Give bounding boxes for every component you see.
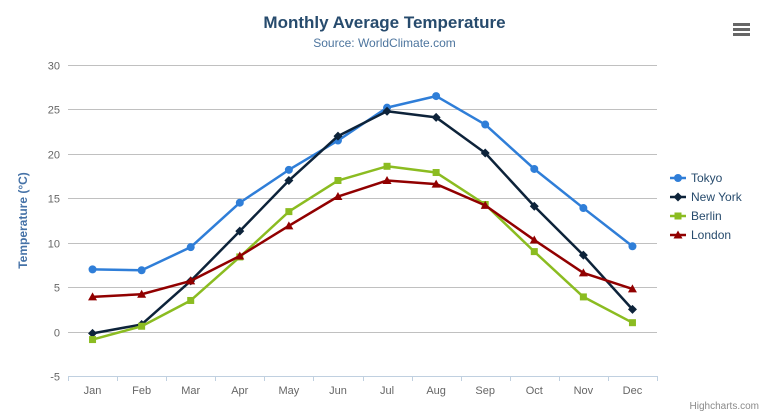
x-axis-label: May [278, 385, 299, 397]
series-marker [674, 212, 682, 219]
hamburger-icon [733, 28, 750, 31]
series-marker[interactable] [333, 192, 343, 201]
x-axis-label: Feb [132, 385, 151, 397]
hamburger-icon [733, 23, 750, 26]
series-marker[interactable] [529, 235, 539, 244]
y-axis-label: -5 [50, 372, 60, 384]
x-axis-label: Mar [181, 385, 200, 397]
legend-item-tokyo[interactable]: Tokyo [670, 168, 742, 187]
y-axis-label: 15 [48, 194, 60, 206]
series-marker[interactable] [138, 322, 146, 330]
legend-marker-triangle-icon [670, 230, 686, 238]
legend-item-london[interactable]: London [670, 225, 742, 244]
series-marker[interactable] [284, 176, 294, 186]
x-axis-label: Nov [574, 385, 594, 397]
series-line-london[interactable] [91, 179, 634, 299]
series-marker[interactable] [627, 304, 637, 314]
series-marker[interactable] [383, 162, 391, 170]
series-marker[interactable] [431, 179, 441, 188]
series-marker[interactable] [628, 319, 636, 327]
series-marker[interactable] [88, 292, 98, 301]
legend-label: Tokyo [691, 170, 723, 185]
legend-label: Berlin [691, 208, 722, 223]
series-london[interactable] [88, 176, 637, 301]
series-berlin[interactable] [89, 162, 636, 344]
series-marker[interactable] [284, 165, 293, 174]
series-line-tokyo[interactable] [91, 94, 634, 272]
series-marker[interactable] [137, 266, 146, 275]
y-axis-label: 25 [48, 105, 60, 117]
series-marker [674, 173, 682, 182]
series-marker[interactable] [529, 201, 539, 211]
series-marker[interactable] [481, 120, 490, 129]
series-marker[interactable] [285, 208, 293, 216]
y-axis-label: 10 [48, 239, 60, 251]
series-marker[interactable] [235, 198, 244, 207]
series-marker[interactable] [88, 328, 98, 338]
series-marker[interactable] [480, 200, 490, 209]
credits-link[interactable]: Highcharts.com [689, 401, 759, 412]
series-marker[interactable] [382, 106, 392, 116]
series-marker[interactable] [530, 164, 539, 173]
series-marker[interactable] [186, 243, 195, 252]
series-line-new-york[interactable] [91, 109, 634, 335]
legend-label: New York [691, 189, 742, 204]
series-marker[interactable] [578, 268, 588, 277]
x-axis-label: Jan [84, 385, 102, 397]
series-marker[interactable] [579, 293, 587, 301]
legend-marker-circle-icon [670, 173, 686, 182]
x-axis-label: Sep [475, 385, 495, 397]
series-marker[interactable] [627, 284, 637, 293]
chart-subtitle: Source: WorldClimate.com [313, 36, 456, 50]
x-axis-label: Dec [623, 385, 643, 397]
series-marker[interactable] [432, 169, 440, 177]
series-marker [673, 192, 683, 201]
legend-label: London [691, 227, 732, 242]
series-marker[interactable] [137, 289, 147, 298]
export-menu-button[interactable] [733, 23, 750, 36]
series-marker[interactable] [333, 131, 343, 141]
series-line-berlin[interactable] [91, 165, 634, 341]
series-marker[interactable] [431, 112, 441, 122]
series-marker[interactable] [89, 336, 97, 344]
legend-marker-square-icon [670, 212, 686, 219]
series-marker[interactable] [579, 204, 588, 213]
series-marker[interactable] [480, 148, 490, 158]
x-axis-label: Jun [329, 385, 347, 397]
hamburger-icon [733, 33, 750, 36]
series-marker[interactable] [88, 265, 97, 274]
y-axis-label: 20 [48, 150, 60, 162]
x-axis-label: Jul [380, 385, 394, 397]
legend-item-berlin[interactable]: Berlin [670, 206, 742, 225]
series-marker[interactable] [530, 248, 538, 256]
series-marker[interactable] [186, 276, 196, 285]
x-axis-label: Oct [526, 385, 543, 397]
series-marker[interactable] [382, 176, 392, 185]
series-new-york[interactable] [88, 106, 637, 338]
chart-title: Monthly Average Temperature [263, 13, 506, 32]
series-marker[interactable] [284, 221, 294, 230]
series-marker[interactable] [334, 177, 342, 185]
series-marker[interactable] [235, 251, 245, 260]
legend-marker-diamond-icon [670, 192, 686, 201]
legend-item-new-york[interactable]: New York [670, 187, 742, 206]
series-marker[interactable] [432, 92, 441, 101]
series-tokyo[interactable] [88, 92, 637, 275]
x-axis-label: Aug [426, 385, 446, 397]
x-axis-label: Apr [231, 385, 248, 397]
series-marker[interactable] [628, 242, 637, 251]
legend: Tokyo New York Berlin London [670, 168, 742, 244]
y-axis-title: Temperature (°C) [16, 172, 30, 269]
series-marker[interactable] [235, 226, 245, 236]
series-marker [673, 230, 683, 238]
series-marker[interactable] [187, 296, 195, 304]
y-axis-label: 0 [54, 328, 60, 340]
series-marker[interactable] [578, 250, 588, 260]
y-axis-label: 30 [48, 61, 60, 73]
y-axis-label: 5 [54, 283, 60, 295]
